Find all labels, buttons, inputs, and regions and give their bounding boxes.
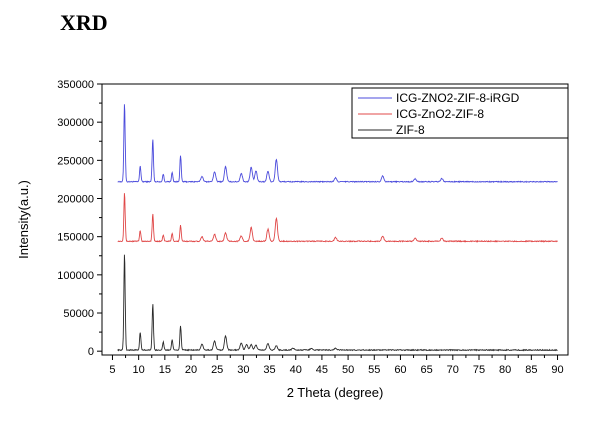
- series-line-icg-zno2-zif-8-irgd: [117, 104, 558, 184]
- x-tick-label: 35: [263, 364, 275, 376]
- series-line-icg-zno2-zif-8: [117, 193, 558, 243]
- y-tick-label: 350000: [57, 79, 94, 91]
- x-tick-label: 70: [447, 364, 459, 376]
- legend-label: ICG-ZnO2-ZIF-8: [396, 107, 484, 121]
- x-tick-label: 20: [185, 364, 197, 376]
- x-tick-label: 60: [394, 364, 406, 376]
- y-axis-ticks: 0 50000 100000 150000 200000 250000 300000 3500…: [57, 79, 102, 358]
- y-tick-label: 0: [88, 346, 94, 358]
- legend: ICG-ZNO2-ZIF-8-iRGD ICG-ZnO2-ZIF-8 ZIF-8: [351, 87, 569, 139]
- x-tick-label: 85: [525, 364, 537, 376]
- x-tick-label: 90: [551, 364, 563, 376]
- legend-label: ZIF-8: [396, 123, 425, 137]
- y-tick-label: 150000: [57, 232, 94, 244]
- page-title: XRD: [60, 10, 108, 35]
- x-tick-label: 50: [342, 364, 354, 376]
- x-tick-label: 40: [290, 364, 302, 376]
- x-tick-label: 80: [499, 364, 511, 376]
- y-axis-title: Intensity(a.u.): [16, 180, 31, 259]
- y-tick-label: 50000: [63, 308, 94, 320]
- y-tick-label: 250000: [57, 155, 94, 167]
- x-tick-label: 5: [109, 364, 115, 376]
- series-line-zif-8: [117, 254, 558, 352]
- x-tick-label: 55: [368, 364, 380, 376]
- y-tick-label: 100000: [57, 270, 94, 282]
- x-tick-label: 65: [421, 364, 433, 376]
- x-axis-ticks: 5 10 15 20 25 30 35 40 45 50 55 60 65 70 75 80 85 90: [109, 355, 564, 376]
- x-tick-label: 25: [211, 364, 223, 376]
- x-tick-label: 10: [133, 364, 145, 376]
- x-axis-title: 2 Theta (degree): [287, 385, 384, 400]
- series-lines: [117, 104, 558, 352]
- y-tick-label: 300000: [57, 117, 94, 129]
- y-tick-label: 200000: [57, 194, 94, 206]
- x-tick-label: 45: [316, 364, 328, 376]
- legend-label: ICG-ZNO2-ZIF-8-iRGD: [396, 91, 520, 105]
- x-tick-label: 15: [159, 364, 171, 376]
- x-tick-label: 30: [237, 364, 249, 376]
- x-tick-label: 75: [473, 364, 485, 376]
